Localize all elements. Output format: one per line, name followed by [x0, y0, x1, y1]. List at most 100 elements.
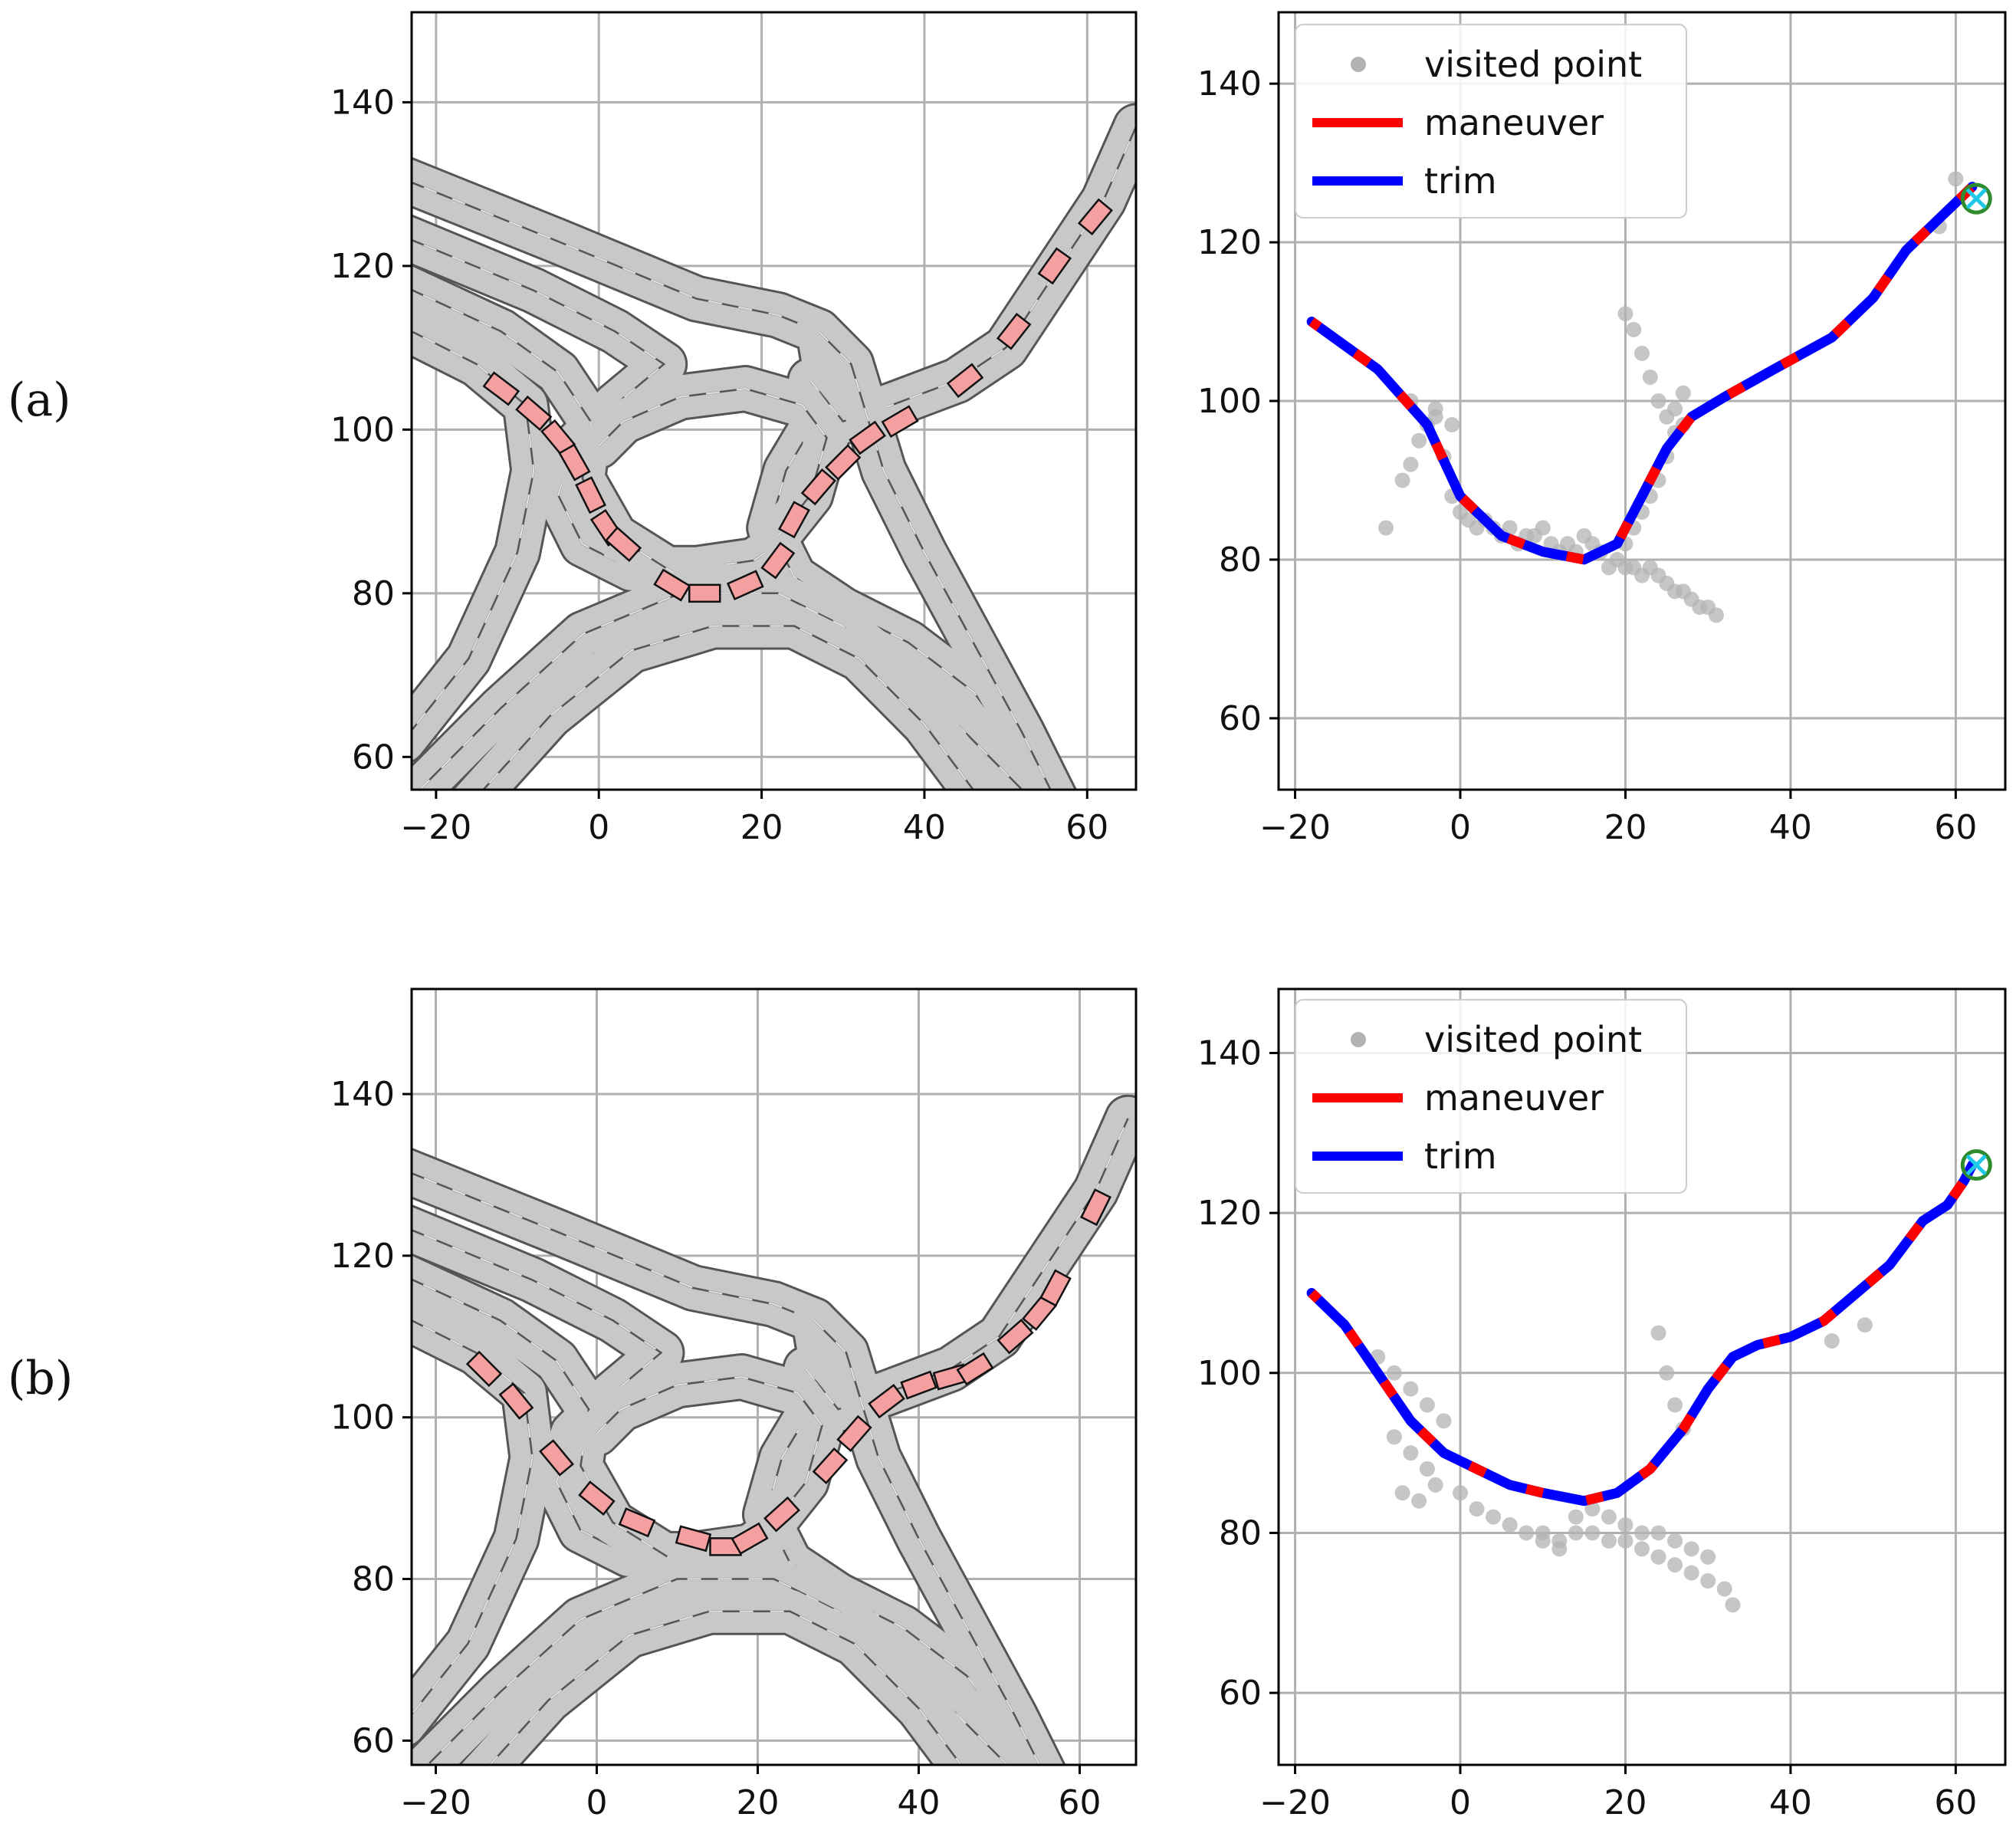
visited-point: [1824, 1333, 1840, 1349]
row-label-a: (a): [8, 373, 71, 427]
lane-centerline: [412, 1319, 534, 1716]
vehicle-marker: [1077, 198, 1113, 235]
visited-point: [1419, 1460, 1435, 1477]
x-tick-label: 20: [737, 1783, 780, 1822]
vehicle-marker: [760, 541, 796, 580]
vehicle-marker: [515, 395, 553, 432]
axis-ticks: −20 0 20 40 60 60 80 100 120 140: [1197, 64, 1977, 847]
legend-trim-label: trim: [1424, 160, 1497, 202]
visited-point: [1469, 1501, 1485, 1517]
goal-cross: [1965, 188, 1988, 209]
y-tick-label: 120: [330, 1237, 395, 1276]
y-tick-label: 100: [1197, 382, 1262, 421]
vehicle-marker: [498, 1382, 534, 1420]
legend-visited-label: visited point: [1424, 44, 1642, 85]
vehicle-marker: [849, 420, 887, 455]
visited-point: [1675, 385, 1691, 401]
vehicle-marker: [836, 1414, 872, 1452]
visited-point: [1948, 171, 1964, 187]
vehicle-marker: [997, 1319, 1034, 1355]
vehicle-marker: [465, 1350, 503, 1388]
lane-centerline: [488, 1610, 962, 1765]
visited-point: [1403, 1381, 1419, 1397]
legend-box: [1295, 24, 1687, 219]
visited-point: [1436, 1413, 1452, 1429]
x-tick-label: −20: [400, 1783, 471, 1822]
goal-circle: [1960, 1149, 1992, 1181]
visited-point: [1568, 1509, 1584, 1525]
y-tick-label: 140: [330, 1075, 395, 1114]
x-tick-label: −20: [1259, 808, 1331, 847]
plot-marks: [1306, 1149, 1992, 1613]
visited-point: [1551, 1541, 1568, 1557]
visited-point: [1502, 1517, 1518, 1533]
visited-point: [1650, 1549, 1666, 1565]
x-tick-label: 0: [1450, 1783, 1471, 1822]
y-tick-label: 140: [1197, 1033, 1262, 1073]
visited-point: [1403, 1445, 1419, 1461]
lane-divider: [481, 625, 974, 790]
visited-point: [1394, 472, 1410, 488]
visited-point: [1617, 1517, 1633, 1533]
vehicle-marker: [800, 468, 836, 506]
x-tick-label: 40: [1769, 808, 1812, 847]
vehicle-marker: [558, 443, 591, 481]
lane-centerline: [818, 330, 1052, 790]
visited-point: [1378, 520, 1394, 536]
vehicle-marker: [731, 1522, 769, 1556]
visited-point: [1716, 1581, 1732, 1597]
y-tick-label: 120: [330, 247, 395, 286]
map-roads: [412, 1094, 1136, 1765]
vehicle-marker: [946, 363, 984, 399]
x-tick-label: 60: [1934, 808, 1977, 847]
y-tick-label: 100: [1197, 1354, 1262, 1393]
lane-centerline: [813, 1319, 1041, 1765]
panel-a-map: −20 0 20 40 60 60 80 100 120 140: [330, 11, 1138, 847]
vehicle-marker: [605, 526, 642, 562]
legend-maneuver-label: maneuver: [1424, 1077, 1604, 1119]
y-tick-label: 100: [330, 1398, 395, 1438]
panel-b-search: −20 0 20 40 60 60 80 100 120 140 visited point ma…: [1197, 987, 2007, 1822]
visited-point: [1667, 1557, 1683, 1573]
visited-point: [1584, 1525, 1601, 1541]
vehicle-marker: [777, 501, 810, 539]
visited-point: [1650, 393, 1666, 409]
y-tick-label: 60: [1219, 1674, 1262, 1713]
map-roads: [412, 103, 1136, 790]
x-tick-label: −20: [400, 808, 471, 847]
visited-point: [1617, 306, 1633, 322]
plot-marks: [482, 198, 1113, 603]
lane-centerline: [596, 1375, 823, 1523]
x-tick-label: 60: [1934, 1783, 1977, 1822]
visited-point: [1626, 321, 1642, 337]
vehicle-marker: [1037, 247, 1072, 285]
vehicle-marker: [812, 1447, 849, 1484]
visited-point: [1667, 401, 1683, 417]
panel-b-map: −20 0 20 40 60 60 80 100 120 140: [330, 987, 1138, 1822]
vehicle-marker: [688, 583, 721, 603]
visited-point: [1700, 1573, 1716, 1589]
vehicle-marker: [618, 1507, 656, 1538]
axes-frame: [410, 11, 1138, 791]
x-tick-label: 0: [588, 808, 609, 847]
axis-ticks: −20 0 20 40 60 60 80 100 120 140: [330, 1075, 1101, 1822]
vehicle-marker: [825, 444, 862, 481]
axes-frame: [410, 987, 1138, 1766]
visited-point: [1453, 1485, 1468, 1501]
y-tick-label: 60: [352, 1721, 395, 1760]
goal-circle: [1960, 182, 1992, 215]
visited-point: [1411, 432, 1427, 449]
plot-marks: [465, 1188, 1111, 1556]
plot-marks: [1306, 171, 1992, 623]
y-tick-label: 120: [1197, 223, 1262, 262]
visited-point: [1634, 345, 1650, 361]
x-tick-label: 20: [1604, 808, 1647, 847]
lane-centerline: [412, 1172, 1033, 1765]
x-tick-label: 40: [903, 808, 946, 847]
y-tick-label: 60: [1219, 699, 1262, 738]
legend-visited-label: visited point: [1424, 1019, 1642, 1060]
vehicle-marker: [996, 312, 1032, 350]
vehicle-marker: [900, 1370, 937, 1400]
visited-point: [1667, 1397, 1683, 1413]
